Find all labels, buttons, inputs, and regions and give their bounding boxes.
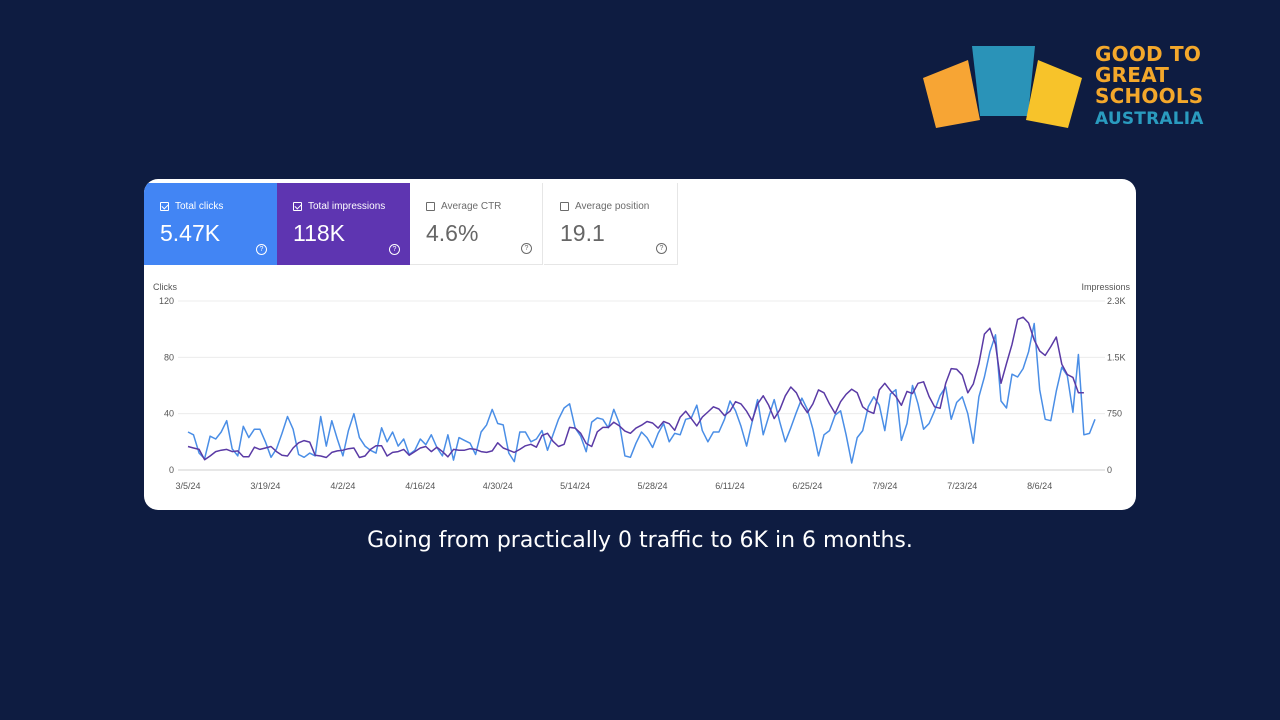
- logo-line: SCHOOLS: [1095, 84, 1204, 108]
- x-tick-label: 3/19/24: [250, 481, 280, 491]
- left-tick-label: 80: [164, 352, 174, 362]
- metric-label: Average position: [575, 201, 650, 212]
- left-tick-label: 40: [164, 409, 174, 419]
- x-tick-label: 4/16/24: [405, 481, 435, 491]
- help-icon[interactable]: ?: [521, 243, 532, 254]
- x-tick-label: 4/2/24: [330, 481, 355, 491]
- checkbox-unchecked-icon[interactable]: [560, 202, 569, 211]
- metric-value: 4.6%: [426, 220, 479, 246]
- x-tick-label: 8/6/24: [1027, 481, 1052, 491]
- right-axis-title: Impressions: [1081, 282, 1130, 292]
- metric-value: 118K: [293, 220, 346, 246]
- x-tick-label: 7/9/24: [872, 481, 897, 491]
- left-tick-label: 0: [169, 465, 174, 475]
- metric-label: Average CTR: [441, 201, 502, 212]
- left-tick-label: 120: [159, 296, 174, 306]
- x-tick-label: 4/30/24: [483, 481, 513, 491]
- metric-label: Total clicks: [175, 201, 224, 212]
- metric-average-ctr[interactable]: Average CTR 4.6% ?: [410, 183, 543, 265]
- school-logo: GOOD TO GREAT SCHOOLS AUSTRALIA: [920, 42, 1220, 134]
- performance-chart: Clicks Impressions 0 0 40 750 80 1.5K 120 2.3K 3/5…: [153, 282, 1131, 491]
- x-tick-label: 5/28/24: [638, 481, 668, 491]
- x-tick-label: 6/11/24: [715, 481, 744, 491]
- logo-yellow-panel: [1026, 60, 1082, 128]
- help-icon[interactable]: ?: [389, 244, 400, 255]
- x-tick-label: 7/23/24: [947, 481, 977, 491]
- left-axis-title: Clicks: [153, 282, 177, 292]
- checkbox-unchecked-icon[interactable]: [426, 202, 435, 211]
- right-tick-label: 2.3K: [1107, 296, 1126, 306]
- right-tick-label: 1.5K: [1107, 352, 1126, 362]
- help-icon[interactable]: ?: [656, 243, 667, 254]
- metric-total-clicks[interactable]: Total clicks 5.47K ?: [144, 183, 277, 265]
- series-line-impressions: [187, 316, 1084, 461]
- x-tick-label: 3/5/24: [175, 481, 200, 491]
- x-tick-label: 6/25/24: [792, 481, 822, 491]
- metric-value: 19.1: [560, 220, 605, 246]
- metric-label: Total impressions: [308, 201, 386, 212]
- logo-wordmark: GOOD TO GREAT SCHOOLS AUSTRALIA: [1095, 44, 1204, 130]
- series-line-clicks: [187, 322, 1096, 464]
- checkbox-checked-icon[interactable]: [293, 202, 302, 211]
- logo-orange-panel: [923, 60, 980, 128]
- metric-total-impressions[interactable]: Total impressions 118K ?: [277, 183, 410, 265]
- help-icon[interactable]: ?: [256, 244, 267, 255]
- metric-average-position[interactable]: Average position 19.1 ?: [544, 183, 678, 265]
- logo-teal-panel: [972, 46, 1035, 116]
- logo-line: AUSTRALIA: [1095, 109, 1204, 129]
- logo-line: GREAT: [1095, 63, 1170, 87]
- logo-emblem: [923, 46, 1082, 128]
- right-tick-label: 750: [1107, 409, 1122, 419]
- search-console-card: Total clicks 5.47K ? Total impressions 1…: [144, 179, 1136, 510]
- checkbox-checked-icon[interactable]: [160, 202, 169, 211]
- logo-line: GOOD TO: [1095, 42, 1202, 66]
- slide-caption: Going from practically 0 traffic to 6K i…: [367, 528, 913, 553]
- metric-value: 5.47K: [160, 220, 221, 246]
- right-tick-label: 0: [1107, 465, 1112, 475]
- x-tick-label: 5/14/24: [560, 481, 590, 491]
